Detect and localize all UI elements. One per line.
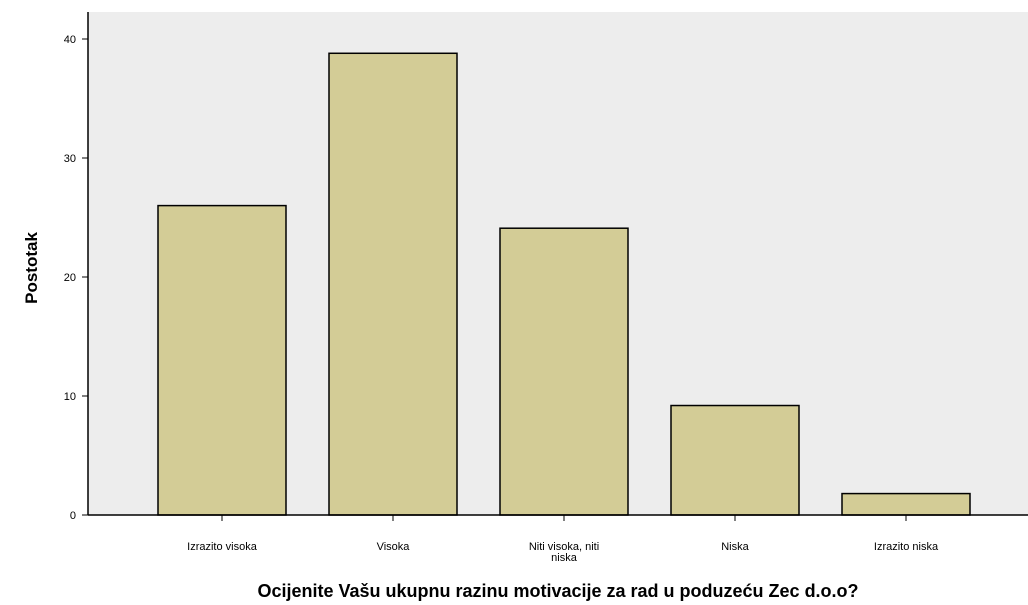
y-tick-label: 0 — [70, 510, 76, 522]
bar — [328, 52, 458, 516]
y-axis: 0 10 20 30 40 — [64, 12, 89, 522]
x-category-label: Izrazito niska — [874, 541, 939, 553]
y-axis-title: Postotak — [22, 232, 41, 304]
x-category-label: Niti visoka, niti niska — [529, 541, 599, 564]
x-category-label: Izrazito visoka — [187, 541, 258, 553]
x-category-label: Niska — [721, 541, 749, 553]
y-tick-label: 10 — [64, 391, 76, 403]
y-tick-label: 40 — [64, 34, 76, 46]
x-axis: Izrazito visoka Visoka Niti visoka, niti ni… — [88, 514, 1028, 564]
bar — [841, 492, 971, 516]
bar — [157, 204, 287, 516]
x-axis-title: Ocijenite Vašu ukupnu razinu motivacije … — [257, 581, 858, 601]
bars-group — [157, 52, 971, 516]
bar — [670, 404, 800, 516]
bar — [499, 227, 629, 516]
y-tick-label: 30 — [64, 153, 76, 165]
x-category-label: Visoka — [377, 541, 411, 553]
y-tick-label: 20 — [64, 272, 76, 284]
